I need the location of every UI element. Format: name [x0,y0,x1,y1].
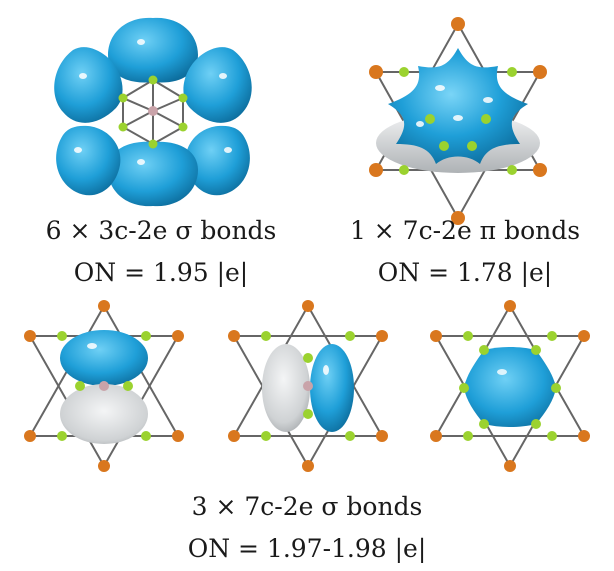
panel-7c2e-sigma-horizontal [208,296,408,476]
positive-lobe [310,344,354,432]
caption-3c2e-count: 6 × 3c-2e σ bonds [45,216,277,245]
lobe-bottom [108,141,198,207]
panel-7c2e-sigma-vertical [4,296,204,476]
outer-atoms [369,17,547,225]
sigma-lobes [54,17,252,207]
center-atom [148,106,158,116]
panel-7c2e-sigma-hexagonal [410,296,610,476]
lobe-lower-right [185,125,250,196]
lobe-upper-right [183,47,252,123]
lobe-top [108,17,198,83]
atoms [118,75,188,149]
caption-sigma-7c2e-on: ON = 1.97-1.98 |e| [187,534,427,563]
caption-pi-on: ON = 1.78 |e| [377,258,553,287]
hexagonal-lobe [464,347,556,427]
lobe-lower-left [56,125,121,196]
positive-lobe [60,330,148,386]
negative-lobe [262,344,310,432]
panel-3c2e-sigma [38,10,268,215]
lobe-upper-left [54,47,123,123]
panel-7c2e-pi [340,8,580,228]
positive-star-lobe [388,48,528,164]
inner-atoms [399,67,517,175]
caption-3c2e-on: ON = 1.95 |e| [73,258,249,287]
caption-pi-count: 1 × 7c-2e π bonds [349,216,581,245]
negative-lobe [60,384,148,444]
caption-sigma-7c2e-count: 3 × 7c-2e σ bonds [191,492,423,521]
